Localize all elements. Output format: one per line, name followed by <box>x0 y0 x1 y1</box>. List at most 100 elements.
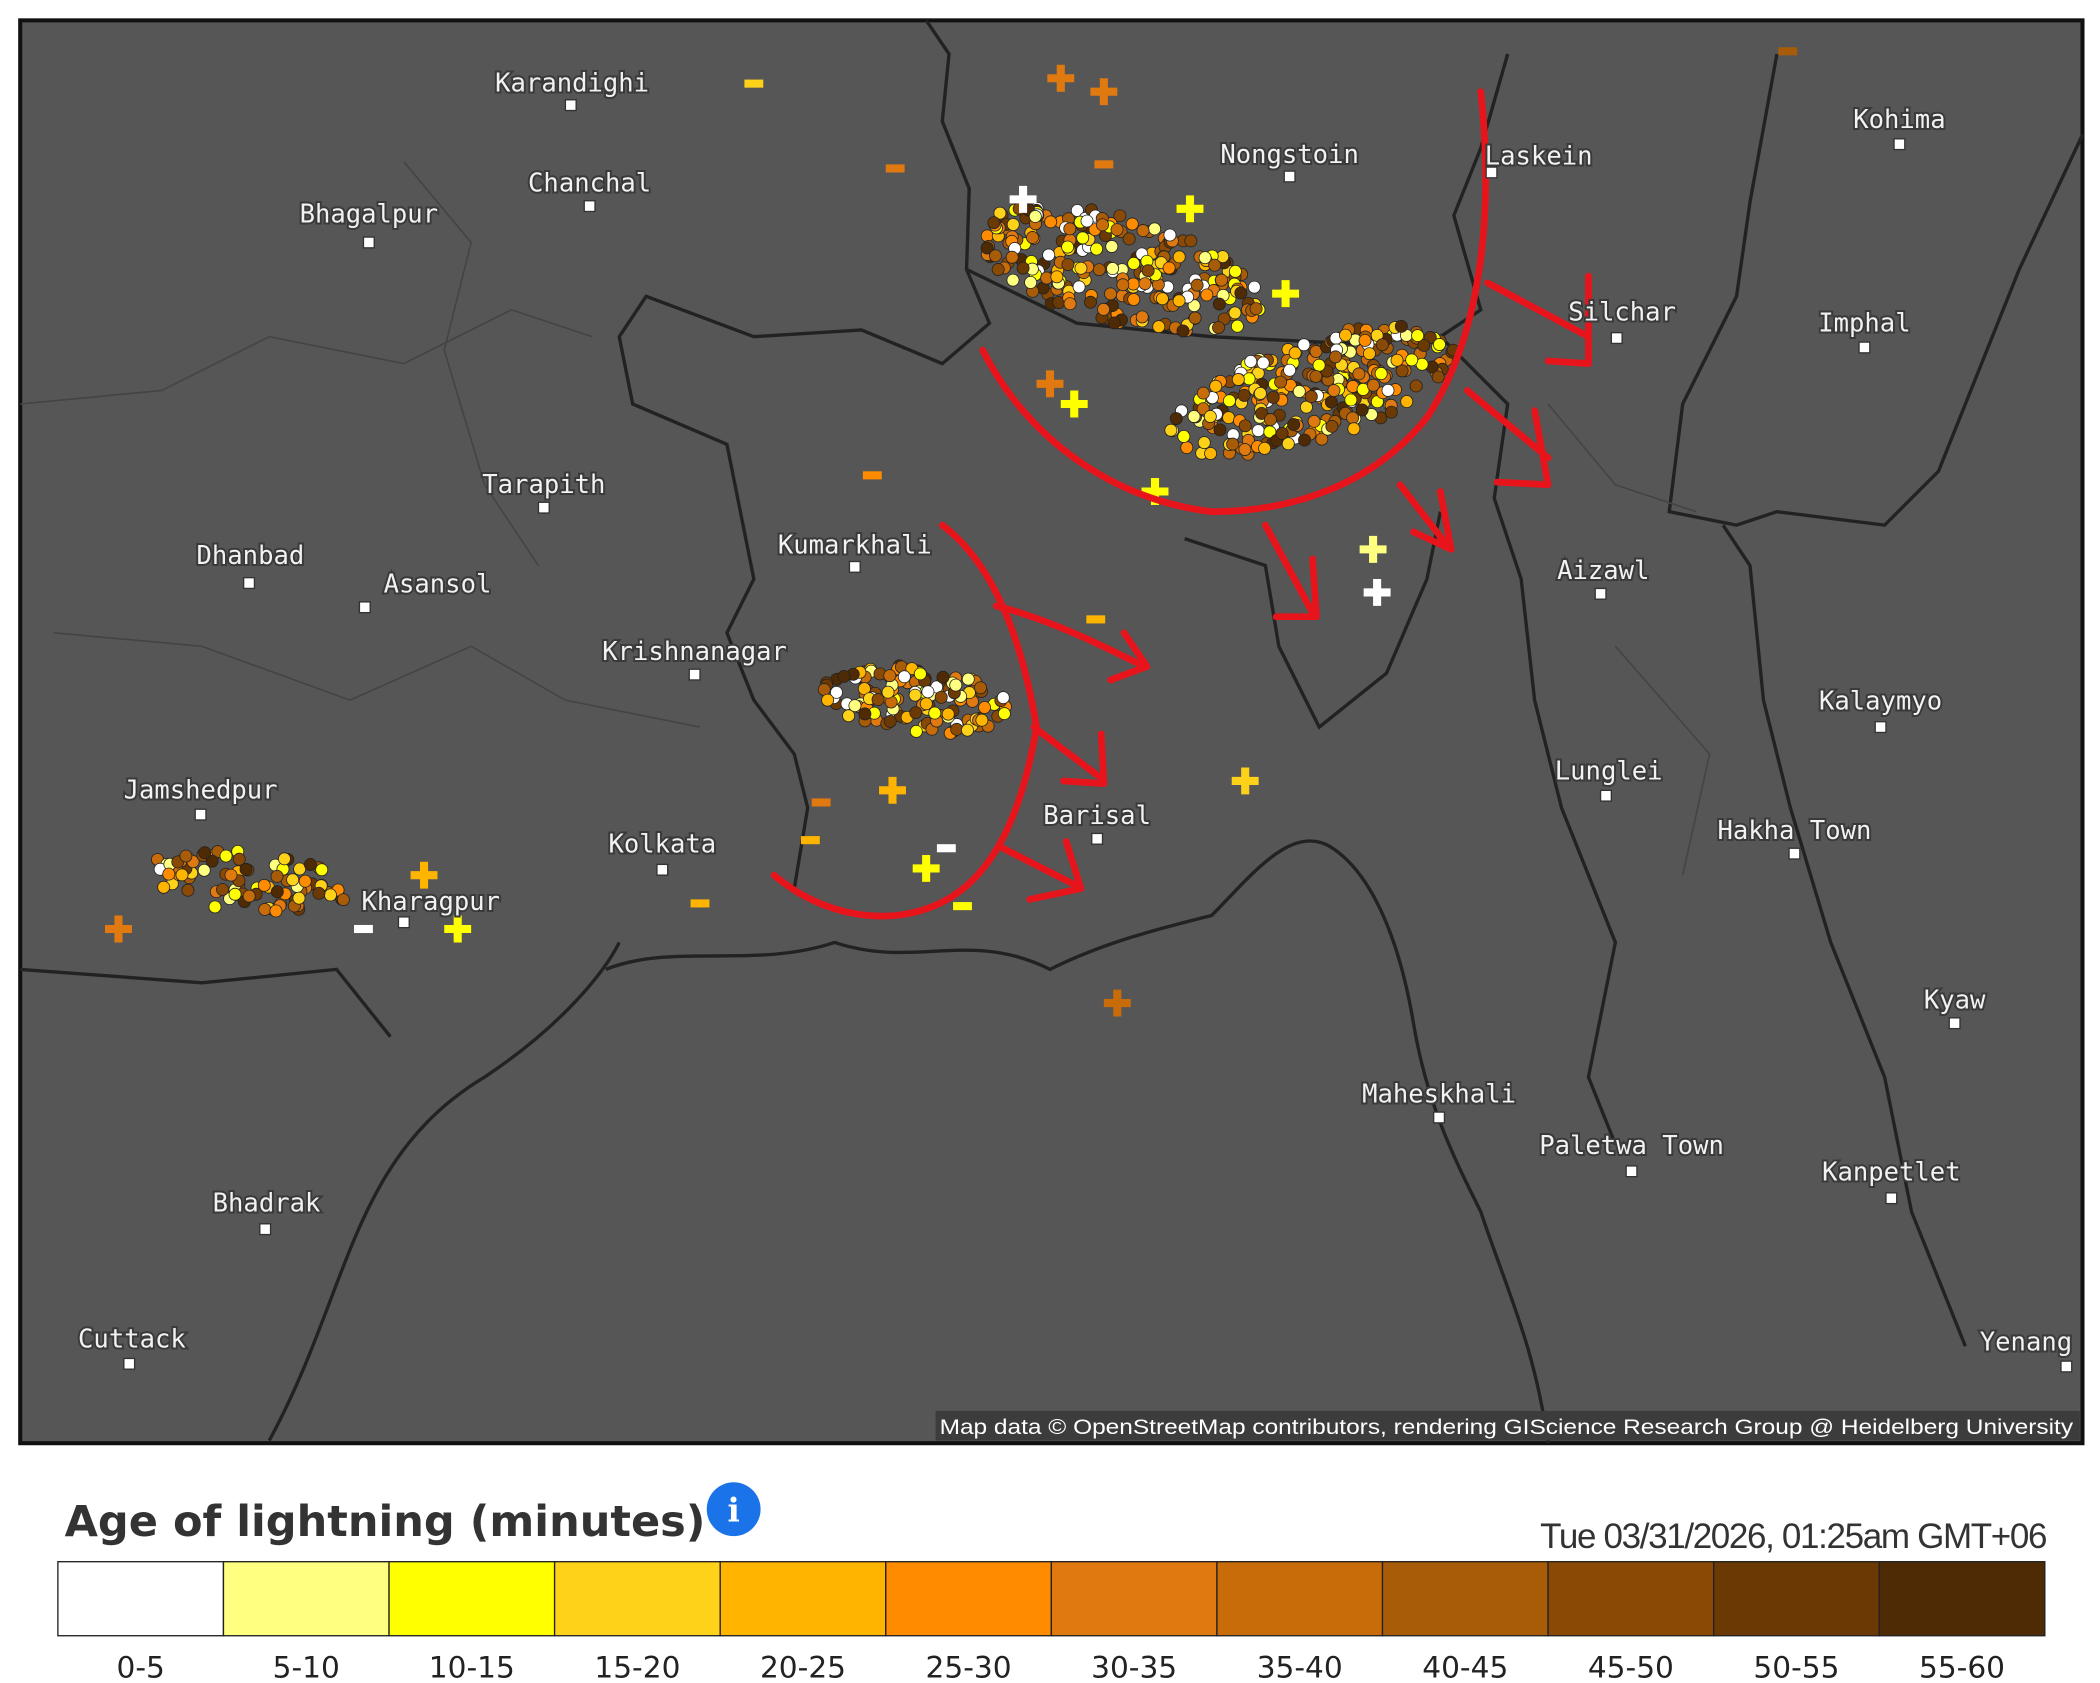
strike-plus <box>1363 579 1391 606</box>
strike <box>1299 400 1313 414</box>
place-label: Kohima <box>1853 105 1945 135</box>
strike <box>1074 261 1088 275</box>
place-marker <box>1893 138 1906 151</box>
place-marker <box>1858 341 1871 354</box>
strike-plus <box>444 915 472 943</box>
info-button[interactable]: i <box>706 1482 761 1537</box>
legend-swatch <box>885 1561 1053 1637</box>
strike-plus <box>1090 78 1118 106</box>
strike <box>921 685 935 699</box>
strike <box>1298 433 1312 447</box>
place-label: Maheskhali <box>1362 1080 1516 1110</box>
strike <box>1084 295 1097 309</box>
annotation-arrows <box>770 88 1592 920</box>
place-marker <box>656 863 669 876</box>
strike <box>1355 403 1369 417</box>
strike <box>1080 214 1094 228</box>
strike <box>162 867 176 881</box>
strike <box>1362 347 1376 361</box>
place-marker <box>1874 721 1887 734</box>
strike <box>1187 410 1201 423</box>
place-label: Silchar <box>1568 298 1676 328</box>
legend-swatch <box>1878 1561 2046 1637</box>
strike <box>216 883 229 897</box>
strike <box>258 903 272 916</box>
strike <box>1024 275 1038 289</box>
strike <box>987 216 1001 230</box>
strike <box>1208 258 1222 272</box>
place-marker <box>1788 847 1801 860</box>
info-icon[interactable] <box>706 1482 761 1537</box>
strike-plus <box>879 776 906 804</box>
place-marker <box>397 916 410 929</box>
strike <box>1275 427 1289 440</box>
strike <box>1222 394 1236 408</box>
strike <box>1258 441 1272 455</box>
strike <box>175 868 189 882</box>
strike <box>1050 270 1064 284</box>
strike <box>1212 297 1226 311</box>
strike <box>336 893 350 907</box>
strike-plus <box>410 861 438 889</box>
strike-minus <box>1094 160 1114 169</box>
strike <box>198 846 212 860</box>
strike <box>1190 278 1204 292</box>
strike-minus <box>800 836 820 845</box>
place-label: Kumarkhali <box>778 530 932 560</box>
strike <box>1125 217 1139 231</box>
strike-plus <box>912 854 940 882</box>
strike <box>1006 218 1020 232</box>
place-label: Kalaymyo <box>1819 687 1942 717</box>
strike <box>1063 222 1077 236</box>
strike <box>1238 443 1252 456</box>
place-label: Laskein <box>1485 141 1593 171</box>
strike <box>303 858 317 871</box>
strike <box>197 863 211 877</box>
strike <box>1231 373 1245 386</box>
strike <box>1138 277 1152 291</box>
strike <box>1339 328 1352 342</box>
strike <box>1113 209 1127 223</box>
strike <box>842 709 856 723</box>
strike <box>909 724 923 738</box>
strike <box>1230 319 1244 333</box>
strike <box>949 678 963 692</box>
strike <box>1384 405 1398 419</box>
strike <box>1222 411 1236 425</box>
strike <box>269 904 283 918</box>
place-labels: Karandighi Chanchal Bhagalpur Tarapith Dhanb… <box>76 67 2074 1373</box>
strike <box>1264 413 1277 427</box>
strike <box>1122 232 1136 246</box>
legend-label: 25-30 <box>926 1650 1012 1683</box>
place-marker <box>1599 789 1613 802</box>
place-marker <box>242 576 256 590</box>
info-glyph[interactable]: i <box>728 1491 740 1529</box>
place-label: Tarapith <box>482 470 605 500</box>
strike <box>1304 390 1318 404</box>
strike <box>1212 321 1226 334</box>
strike <box>277 852 291 866</box>
strike <box>1405 353 1419 367</box>
strike <box>1409 379 1423 393</box>
attribution-bg <box>935 1410 2080 1441</box>
strike <box>1394 319 1408 333</box>
strike <box>1200 288 1214 302</box>
strike <box>991 263 1005 276</box>
place-label: Chanchal <box>528 168 651 198</box>
strike <box>1325 419 1339 433</box>
legend-label: 10-15 <box>429 1650 515 1683</box>
strike <box>909 706 923 720</box>
legend-swatch <box>1381 1561 1549 1637</box>
strike <box>1172 250 1186 264</box>
strike <box>312 886 326 900</box>
strike <box>978 701 992 715</box>
place-marker <box>583 200 596 213</box>
legend-swatch <box>719 1561 887 1637</box>
place-label: Kolkata <box>608 829 716 859</box>
strike <box>1076 231 1090 245</box>
strike <box>1184 234 1198 248</box>
strike <box>830 685 843 699</box>
strike <box>913 667 927 681</box>
strike <box>1164 423 1178 437</box>
